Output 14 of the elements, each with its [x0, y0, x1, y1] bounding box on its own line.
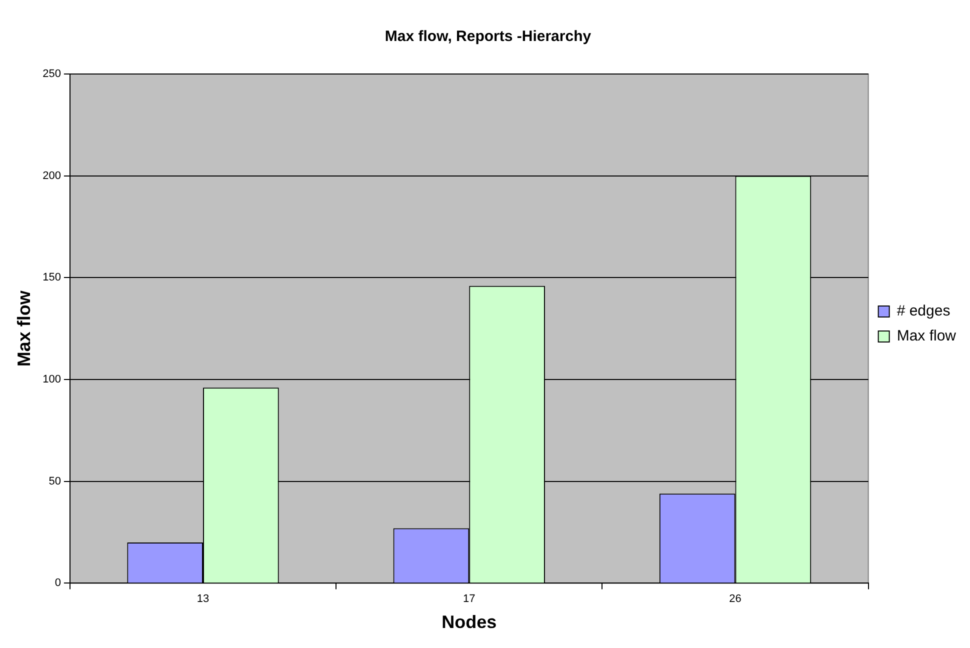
y-tick-label: 100: [42, 374, 61, 386]
y-tick-label: 0: [54, 577, 61, 590]
y-tick-label: 50: [48, 475, 61, 488]
legend-label: Max flow: [896, 328, 956, 345]
y-tick-label: 150: [42, 272, 61, 284]
chart-title: Max flow, Reports -Hierarchy: [384, 28, 592, 46]
legend-label: # edges: [896, 302, 950, 320]
x-tick-label: 13: [196, 592, 210, 605]
x-tick-label: 26: [729, 592, 742, 605]
y-tick-label: 200: [42, 170, 61, 182]
y-tick-label: 250: [42, 68, 61, 80]
y-axis-title: Max flow: [14, 290, 34, 367]
x-tick-label: 17: [463, 592, 476, 605]
x-axis-title: Nodes: [442, 612, 497, 632]
